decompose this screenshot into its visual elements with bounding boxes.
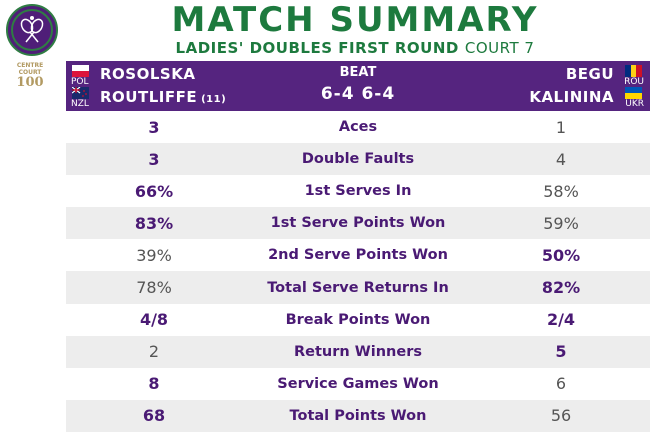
stat-right-value: 56 xyxy=(550,406,572,426)
result-word: BEAT xyxy=(339,65,377,80)
stat-label: Service Games Won xyxy=(277,375,439,392)
match-header: POL NZL ROSOLSKA ROUTLIFFE (11) BEAT 6-4 … xyxy=(66,61,650,111)
stat-row-service-games-won: 8 Service Games Won 6 xyxy=(66,367,650,400)
stat-row-first-serve-points-won: 83% 1st Serve Points Won 59% xyxy=(66,207,650,240)
stat-right-value: 59% xyxy=(543,213,579,233)
stat-right-value: 58% xyxy=(543,181,579,201)
stat-label: 2nd Serve Points Won xyxy=(268,247,448,264)
stat-right-value: 4 xyxy=(555,149,567,169)
right-country-2: UKR xyxy=(625,99,644,109)
stat-row-total-serve-returns-in: 78% Total Serve Returns In 82% xyxy=(66,271,650,304)
stat-left-value: 83% xyxy=(134,213,174,233)
poland-flag-icon xyxy=(72,65,89,77)
centre-court-line2: COURT xyxy=(18,69,42,76)
left-player-1: ROSOLSKA xyxy=(100,65,195,83)
stat-row-first-serves-in: 66% 1st Serves In 58% xyxy=(66,175,650,208)
page-subtitle: LADIES' DOUBLES FIRST ROUND COURT 7 xyxy=(0,38,650,58)
centre-court-line1: CENTRE xyxy=(16,62,44,69)
ukraine-flag-icon xyxy=(625,87,642,99)
stat-left-value: 3 xyxy=(148,149,160,169)
stat-left-value: 68 xyxy=(142,406,166,426)
crossed-rackets-icon xyxy=(11,9,53,51)
stat-label: Total Serve Returns In xyxy=(267,279,449,296)
stats-table: 3 Aces 1 3 Double Faults 4 66% 1st Serve… xyxy=(66,111,650,432)
stat-left-value: 4/8 xyxy=(139,310,169,330)
stat-left-value: 8 xyxy=(148,374,160,394)
stat-left-value: 66% xyxy=(134,181,174,201)
round-label: LADIES' DOUBLES FIRST ROUND xyxy=(175,39,459,57)
stat-left-value: 78% xyxy=(136,278,172,298)
stat-row-break-points-won: 4/8 Break Points Won 2/4 xyxy=(66,303,650,336)
left-player-2: ROUTLIFFE (11) xyxy=(100,88,226,106)
left-player-2-name: ROUTLIFFE xyxy=(100,88,198,106)
stat-label: Double Faults xyxy=(301,151,415,168)
stat-right-value: 1 xyxy=(555,117,567,137)
left-player-1-name: ROSOLSKA xyxy=(100,65,196,83)
right-player-2: KALININA xyxy=(529,88,614,106)
left-country-1: POL xyxy=(71,77,89,87)
left-player-2-seed: (11) xyxy=(201,94,227,105)
stat-left-value: 39% xyxy=(136,245,172,265)
stat-right-value: 2/4 xyxy=(546,310,576,330)
page-title: MATCH SUMMARY xyxy=(171,0,539,40)
stat-left-value: 3 xyxy=(148,117,160,137)
stat-label: Total Points Won xyxy=(289,407,427,424)
stat-label: Break Points Won xyxy=(285,311,431,328)
stat-right-value: 82% xyxy=(541,278,581,298)
stat-right-value: 6 xyxy=(555,374,567,394)
centre-court-100-badge: CENTRE COURT 100 xyxy=(4,62,56,90)
right-country-1: ROU xyxy=(624,77,644,87)
right-player-1: BEGU xyxy=(565,65,614,83)
left-country-2: NZL xyxy=(71,99,89,109)
new-zealand-flag-icon xyxy=(72,87,89,99)
stat-label: 1st Serves In xyxy=(304,183,412,200)
court-label: COURT 7 xyxy=(464,39,535,57)
stat-row-second-serve-points-won: 39% 2nd Serve Points Won 50% xyxy=(66,239,650,272)
stat-row-aces: 3 Aces 1 xyxy=(66,111,650,144)
romania-flag-icon xyxy=(625,65,642,77)
stat-row-return-winners: 2 Return Winners 5 xyxy=(66,335,650,368)
stat-right-value: 5 xyxy=(555,342,567,362)
stat-label: Return Winners xyxy=(293,343,422,360)
stat-left-value: 2 xyxy=(148,342,160,362)
stat-right-value: 50% xyxy=(541,245,581,265)
stat-row-total-points-won: 68 Total Points Won 56 xyxy=(66,399,650,432)
stat-row-double-faults: 3 Double Faults 4 xyxy=(66,143,650,176)
centre-court-number: 100 xyxy=(16,75,44,90)
stat-label: Aces xyxy=(338,119,378,136)
wimbledon-logo-icon xyxy=(6,4,58,56)
stat-label: 1st Serve Points Won xyxy=(270,215,446,232)
match-score: 6-4 6-4 xyxy=(320,84,396,104)
